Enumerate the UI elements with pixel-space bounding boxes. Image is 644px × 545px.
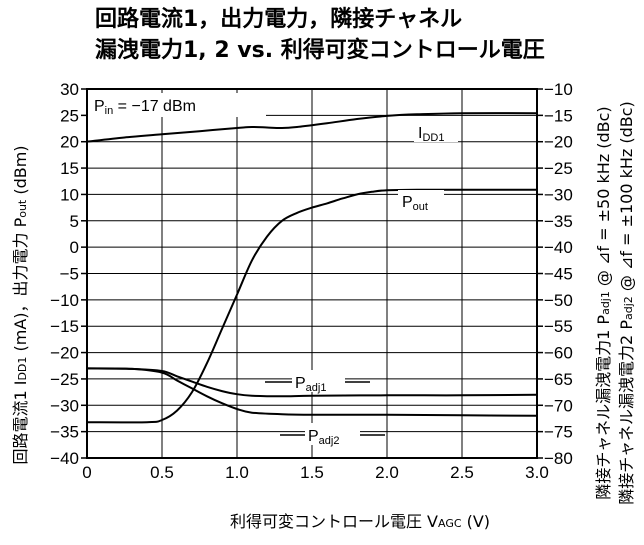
y-left-tick-label: −10 [50, 291, 79, 310]
idd1-label: IDD1 [418, 125, 444, 144]
y-left-tick-label: 5 [70, 212, 79, 231]
y-right-tick-label: −30 [544, 185, 573, 204]
y-right-tick-label: −15 [544, 106, 573, 125]
condition-label: Pin = −17 dBm [94, 98, 196, 117]
y-left-tick-label: 10 [60, 185, 79, 204]
y-right-tick-label: −65 [544, 370, 573, 389]
y-left-tick-label: 0 [70, 238, 79, 257]
y-right-tick-label: −70 [544, 396, 573, 415]
y-left-tick-label: −15 [50, 317, 79, 336]
x-tick-label: 1.5 [300, 463, 324, 482]
y-left-tick-label: 30 [60, 80, 79, 99]
pout-label-box [398, 190, 444, 212]
y-right-axis-label-2: 隣接チャネル漏洩電力2 Padj2 @ ⊿f = ±100 kHz (dBc) [617, 101, 636, 505]
x-tick-label: 2.5 [450, 463, 474, 482]
y-right-tick-label: −20 [544, 133, 573, 152]
y-left-tick-label: −30 [50, 396, 79, 415]
x-tick-label: 2.0 [375, 463, 399, 482]
padj1-label-box [292, 370, 345, 392]
y-right-tick-label: −35 [544, 212, 573, 231]
padj2-label: Padj2 [308, 428, 339, 447]
chart-title-line1: 回路電流1，出力電力，隣接チャネル [95, 6, 462, 32]
x-tick-label: 3.0 [525, 463, 549, 482]
series-idd1-line [86, 112, 538, 143]
series-padj1-line [86, 367, 538, 398]
y-left-tick-label: −5 [60, 265, 79, 284]
condition-box [88, 93, 266, 117]
y-left-tick-label: −20 [50, 344, 79, 363]
y-right-tick-label: −75 [544, 423, 573, 442]
y-right-tick-label: −55 [544, 317, 573, 336]
y-right-axis-label-1: 隣接チャネル漏洩電力1 Padj1 @ ⊿f = ±50 kHz (dBc) [594, 106, 613, 499]
series-group [86, 112, 538, 424]
series-labels: Pin = −17 dBm IDD1 Pout Padj1 Padj2 [88, 93, 458, 447]
y-right-tick-label: −60 [544, 344, 573, 363]
series-pout-line [86, 188, 537, 424]
y-left-tick-label: −35 [50, 423, 79, 442]
y-right-tick-label: −50 [544, 291, 573, 310]
grid [86, 88, 538, 459]
y-right-tick-label: −10 [544, 80, 573, 99]
series-padj2-line [86, 367, 538, 417]
y-right-tick-labels: −10 −15 −20 −25 −30 −35 −40 −45 −50 −55 −60 −65 −70 −… [537, 80, 573, 468]
y-right-tick-label: −25 [544, 159, 573, 178]
x-tick-label: 1.0 [225, 463, 249, 482]
y-right-tick-label: −40 [544, 238, 573, 257]
idd1-label-box [414, 120, 458, 142]
y-left-tick-label: 20 [60, 133, 79, 152]
y-left-tick-label: 15 [60, 159, 79, 178]
y-left-tick-label: −40 [50, 449, 79, 468]
y-right-tick-label: −80 [544, 449, 573, 468]
padj2-label-box [305, 423, 360, 445]
x-axis-label: 利得可変コントロール電圧 VAGC (V) [230, 512, 490, 531]
padj1-label: Padj1 [295, 375, 326, 394]
y-right-tick-label: −45 [544, 265, 573, 284]
y-left-tick-label: 25 [60, 106, 79, 125]
pout-label: Pout [402, 194, 428, 213]
y-left-axis-label: 回路電流1 IDD1 (mA)，出力電力 Pout (dBm) [11, 145, 30, 464]
y-left-tick-label: −25 [50, 370, 79, 389]
x-tick-label: 0 [82, 463, 91, 482]
chart-title-line2: 漏洩電力1, 2 vs. 利得可変コントロール電圧 [95, 37, 545, 63]
x-tick-labels: 0 0.5 1.0 1.5 2.0 2.5 3.0 [82, 463, 549, 482]
x-tick-label: 0.5 [150, 463, 174, 482]
y-left-tick-labels: 30 25 20 15 10 5 0 −5 −10 −15 −20 −25 −30 −35 −40 [50, 80, 87, 468]
